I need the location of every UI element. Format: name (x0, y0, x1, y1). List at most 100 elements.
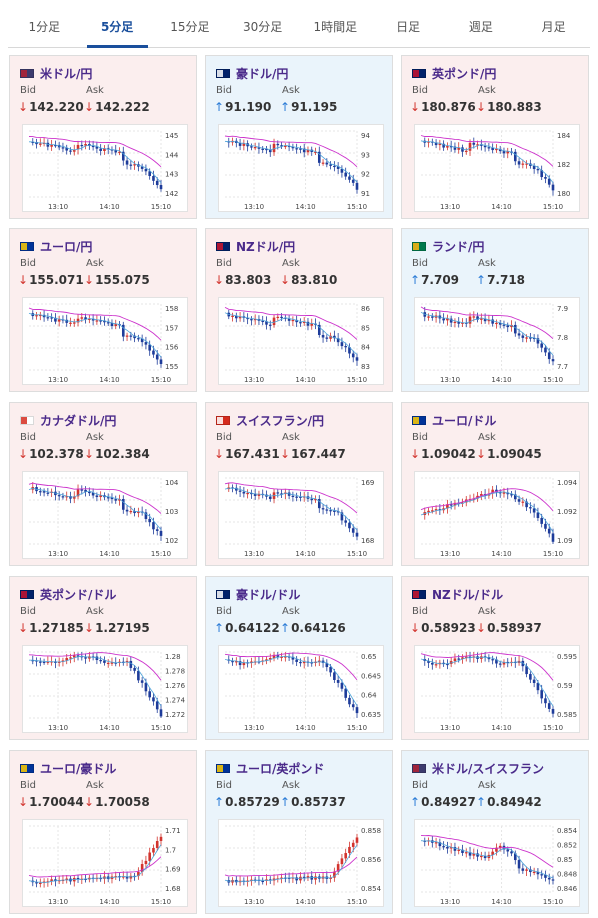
moving-average-line (224, 652, 358, 681)
candle-body (431, 510, 434, 512)
tab-weekly[interactable]: 週足 (468, 20, 493, 34)
pair-name[interactable]: 英ポンド/ドル (40, 587, 117, 602)
candle-body (532, 165, 536, 170)
bid-arrow-icon: ↓ (410, 621, 421, 635)
candle-body (159, 709, 163, 717)
candle-body (532, 508, 536, 513)
pair-name[interactable]: 豪ドル/円 (236, 66, 289, 81)
mini-candlestick-chart[interactable]: 94 93 92 91 13:10 14:10 15:10 (218, 124, 384, 212)
candle-body (242, 143, 246, 146)
mini-candlestick-chart[interactable]: 1.094 1.092 1.09 13:10 14:10 15:10 (414, 471, 580, 559)
candle-body (491, 147, 494, 151)
candle-body (513, 151, 517, 162)
candle-body (442, 143, 445, 148)
moving-average-line (420, 306, 554, 340)
candle-body (291, 319, 295, 322)
moving-average-line (224, 135, 358, 168)
y-tick-label: 91 (361, 190, 370, 198)
pair-name[interactable]: ユーロ/豪ドル (40, 761, 117, 776)
mini-candlestick-chart[interactable]: 145 144 143 142 13:10 14:10 15:10 (22, 124, 188, 212)
x-tick-label: 15:10 (543, 898, 563, 906)
currency-card[interactable]: ランド/円 Bid Ask ↑7.709 ↑7.718 7.9 7.8 7.7 13:10 14:… (401, 228, 589, 392)
candle-body (536, 682, 540, 691)
tab-15min[interactable]: 15分足 (170, 20, 210, 34)
candle-body (295, 319, 298, 323)
mini-candlestick-chart[interactable]: 0.854 0.852 0.85 0.848 0.846 13:10 14:10 15:10 (414, 819, 580, 907)
tab-monthly[interactable]: 月足 (541, 20, 566, 34)
x-tick-label: 15:10 (151, 550, 171, 558)
currency-card[interactable]: NZドル/ドル Bid Ask ↓0.58923 ↓0.58937 0.595 0.59 0.… (401, 576, 589, 740)
currency-card[interactable]: ユーロ/英ポンド Bid Ask ↑0.85729 ↑0.85737 0.858 0.856… (205, 750, 393, 914)
pair-name[interactable]: ユーロ/英ポンド (236, 761, 325, 776)
currency-card[interactable]: 豪ドル/円 Bid Ask ↑91.190 ↑91.195 94 93 92 91 13:10 14… (205, 55, 393, 219)
pair-name[interactable]: カナダドル/円 (40, 413, 117, 428)
mini-candlestick-chart[interactable]: 0.595 0.59 0.585 13:10 14:10 15:10 (414, 645, 580, 733)
candle-body (39, 314, 42, 317)
candle-body (272, 654, 276, 659)
currency-card[interactable]: カナダドル/円 Bid Ask ↓102.378 ↓102.384 104 103 102 13… (9, 402, 197, 566)
candle-body (284, 145, 287, 148)
ask-price: ↓1.27195 (84, 621, 150, 635)
currency-card[interactable]: ユーロ/円 Bid Ask ↓155.071 ↓155.075 158 157 156 155 1… (9, 228, 197, 392)
candle-body (495, 148, 498, 151)
currency-card[interactable]: 米ドル/円 Bid Ask ↓142.220 ↓142.222 145 144 143 142 1… (9, 55, 197, 219)
currency-card[interactable]: 米ドル/スイスフラン Bid Ask ↑0.84927 ↑0.84942 0.854 0.8… (401, 750, 589, 914)
x-tick-label: 13:10 (440, 898, 460, 906)
moving-average-line (420, 652, 554, 681)
pair-name[interactable]: ユーロ/円 (40, 239, 93, 254)
currency-card[interactable]: 英ポンド/ドル Bid Ask ↓1.27185 ↓1.27195 1.28 1.278 1.… (9, 576, 197, 740)
tab-1hour[interactable]: 1時間足 (313, 20, 358, 34)
pair-name[interactable]: 英ポンド/円 (432, 66, 497, 81)
bid-arrow-icon: ↑ (410, 795, 421, 809)
currency-card[interactable]: ユーロ/豪ドル Bid Ask ↓1.70044 ↓1.70058 1.71 1.7 1.69… (9, 750, 197, 914)
mini-candlestick-chart[interactable]: 0.858 0.856 0.854 13:10 14:10 15:10 (218, 819, 384, 907)
candle-body (265, 659, 268, 661)
tab-30min[interactable]: 30分足 (242, 20, 283, 34)
currency-card[interactable]: スイスフラン/円 Bid Ask ↓167.431 ↓167.447 169 168 13:1… (205, 402, 393, 566)
bid-label: Bid (20, 85, 36, 96)
pair-name[interactable]: ランド/円 (432, 239, 485, 254)
candle-body (268, 149, 272, 153)
mini-candlestick-chart[interactable]: 1.71 1.7 1.69 1.68 13:10 14:10 15:10 (22, 819, 188, 907)
pair-name[interactable]: NZドル/ドル (432, 587, 504, 602)
tab-daily[interactable]: 日足 (396, 20, 421, 34)
ask-value: 1.09045 (487, 447, 542, 461)
currency-card[interactable]: 豪ドル/ドル Bid Ask ↑0.64122 ↑0.64126 0.65 0.645 0.6… (205, 576, 393, 740)
mini-candlestick-chart[interactable]: 7.9 7.8 7.7 13:10 14:10 15:10 (414, 297, 580, 385)
candle-body (231, 660, 234, 663)
mini-candlestick-chart[interactable]: 158 157 156 155 13:10 14:10 15:10 (22, 297, 188, 385)
pair-name[interactable]: 豪ドル/ドル (236, 587, 301, 602)
mini-candlestick-chart[interactable]: 1.28 1.278 1.276 1.274 1.272 13:10 14:10 15:10 (22, 645, 188, 733)
pair-name[interactable]: ユーロ/ドル (432, 413, 497, 428)
mini-candlestick-chart[interactable]: 184 182 180 13:10 14:10 15:10 (414, 124, 580, 212)
candle-body (355, 837, 359, 843)
pair-name[interactable]: NZドル/円 (236, 239, 296, 254)
candle-body (536, 871, 540, 875)
currency-card[interactable]: ユーロ/ドル Bid Ask ↓1.09042 ↓1.09045 1.094 1.092 1.… (401, 402, 589, 566)
za-jp-flag-icon (412, 241, 426, 251)
mini-candlestick-chart[interactable]: 0.65 0.645 0.64 0.635 13:10 14:10 15:10 (218, 645, 384, 733)
pair-name[interactable]: 米ドル/スイスフラン (432, 761, 545, 776)
candle-body (35, 315, 38, 317)
currency-card[interactable]: NZドル/円 Bid Ask ↓83.803 ↓83.810 86 85 84 83 13:10 1… (205, 228, 393, 392)
pair-name[interactable]: スイスフラン/円 (236, 413, 325, 428)
y-tick-label: 1.092 (557, 508, 577, 516)
candle-body (321, 508, 325, 510)
mini-candlestick-chart[interactable]: 86 85 84 83 13:10 14:10 15:10 (218, 297, 384, 385)
tab-1min[interactable]: 1分足 (28, 20, 61, 34)
tab-5min[interactable]: 5分足 (81, 8, 154, 48)
candle-body (76, 877, 80, 880)
mini-candlestick-chart[interactable]: 169 168 13:10 14:10 15:10 (218, 471, 384, 559)
pair-name[interactable]: 米ドル/円 (40, 66, 93, 81)
candle-body (295, 496, 298, 498)
bid-value: 167.431 (225, 447, 280, 461)
candle-body (551, 533, 555, 542)
candle-body (321, 162, 325, 164)
bid-price: ↓167.431 (214, 447, 280, 461)
bid-price: ↓1.27185 (18, 621, 84, 635)
candle-body (457, 849, 461, 851)
y-tick-label: 7.7 (557, 363, 568, 371)
currency-card[interactable]: 英ポンド/円 Bid Ask ↓180.876 ↓180.883 184 182 180 13:… (401, 55, 589, 219)
mini-candlestick-chart[interactable]: 104 103 102 13:10 14:10 15:10 (22, 471, 188, 559)
candle-body (250, 879, 253, 881)
